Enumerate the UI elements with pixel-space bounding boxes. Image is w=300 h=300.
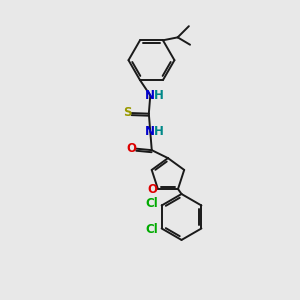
Text: Cl: Cl bbox=[146, 196, 159, 210]
Text: H: H bbox=[154, 125, 164, 138]
Text: H: H bbox=[154, 89, 164, 102]
Text: O: O bbox=[148, 182, 158, 196]
Text: S: S bbox=[123, 106, 131, 119]
Text: N: N bbox=[145, 89, 155, 102]
Text: O: O bbox=[127, 142, 137, 154]
Text: N: N bbox=[145, 125, 155, 138]
Text: Cl: Cl bbox=[146, 224, 159, 236]
